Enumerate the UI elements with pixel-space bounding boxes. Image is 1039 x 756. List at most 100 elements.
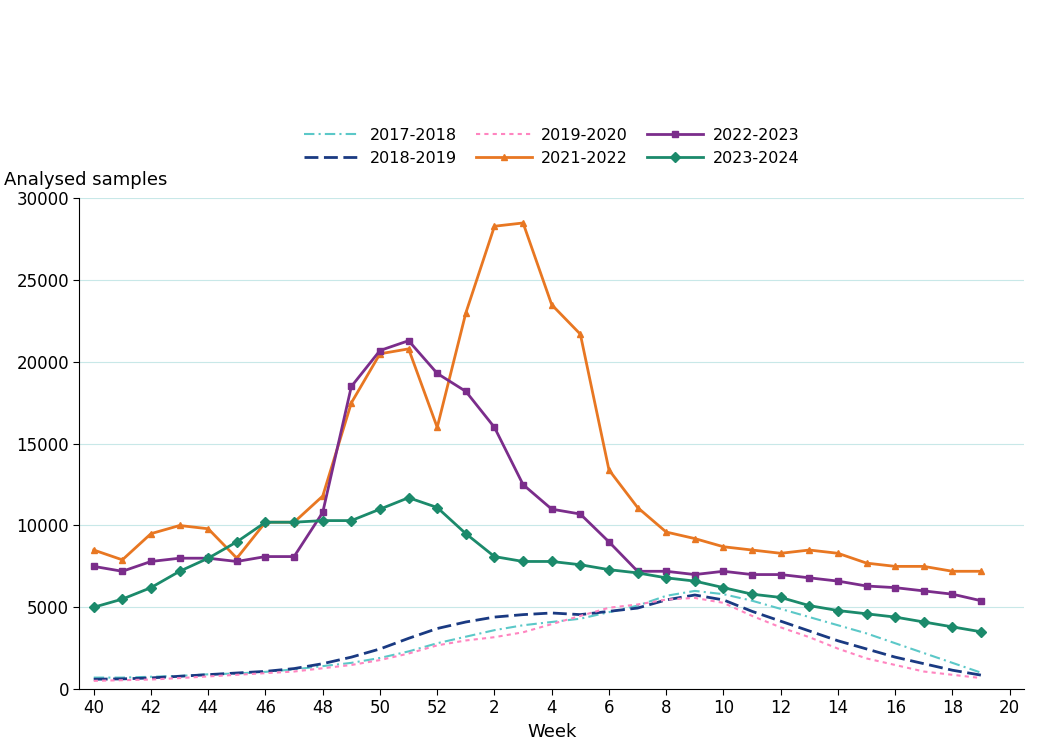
2018-2019: [975, 671, 987, 680]
2017-2018: [87, 673, 100, 682]
2021-2022: [603, 466, 615, 475]
Legend: 2017-2018, 2018-2019, 2019-2020, 2021-2022, 2022-2023, 2023-2024: 2017-2018, 2018-2019, 2019-2020, 2021-20…: [304, 128, 799, 166]
2023-2024: [575, 560, 587, 569]
2022-2023: [317, 508, 329, 517]
2019-2020: [975, 674, 987, 683]
2017-2018: [774, 604, 787, 613]
2021-2022: [947, 567, 959, 576]
2022-2023: [260, 552, 272, 561]
2022-2023: [689, 570, 701, 579]
2019-2020: [717, 598, 729, 607]
2017-2018: [260, 668, 272, 677]
2021-2022: [431, 423, 444, 432]
2023-2024: [603, 565, 615, 575]
2022-2023: [87, 562, 100, 571]
2017-2018: [317, 662, 329, 671]
2023-2024: [975, 627, 987, 637]
2018-2019: [402, 634, 415, 643]
2018-2019: [202, 670, 214, 679]
2017-2018: [860, 629, 873, 638]
2021-2022: [889, 562, 902, 571]
2023-2024: [202, 553, 214, 562]
2023-2024: [774, 593, 787, 602]
2017-2018: [889, 639, 902, 648]
2021-2022: [488, 222, 501, 231]
2023-2024: [374, 504, 387, 513]
2022-2023: [575, 510, 587, 519]
2021-2022: [87, 546, 100, 555]
2023-2024: [402, 493, 415, 502]
2023-2024: [831, 606, 844, 615]
2021-2022: [459, 308, 472, 318]
2023-2024: [144, 583, 157, 592]
2023-2024: [660, 573, 672, 582]
2021-2022: [660, 528, 672, 537]
2022-2023: [374, 346, 387, 355]
2022-2023: [231, 557, 243, 566]
2017-2018: [488, 626, 501, 635]
2023-2024: [288, 518, 300, 527]
2023-2024: [632, 569, 644, 578]
Line: 2019-2020: 2019-2020: [94, 598, 981, 681]
2019-2020: [488, 633, 501, 642]
2019-2020: [345, 661, 357, 670]
2023-2024: [947, 622, 959, 631]
2017-2018: [174, 671, 186, 680]
2023-2024: [231, 538, 243, 547]
2018-2019: [174, 672, 186, 681]
2019-2020: [431, 641, 444, 650]
2019-2020: [260, 668, 272, 677]
2021-2022: [746, 546, 758, 555]
2019-2020: [288, 667, 300, 676]
2022-2023: [603, 538, 615, 547]
2018-2019: [431, 624, 444, 633]
2022-2023: [746, 570, 758, 579]
2023-2024: [345, 516, 357, 525]
2018-2019: [345, 652, 357, 662]
2022-2023: [917, 587, 930, 596]
2018-2019: [87, 674, 100, 683]
2019-2020: [803, 633, 816, 642]
2023-2024: [746, 590, 758, 599]
2018-2019: [889, 652, 902, 662]
2019-2020: [317, 664, 329, 673]
2018-2019: [488, 612, 501, 621]
2019-2020: [774, 623, 787, 632]
2018-2019: [917, 659, 930, 668]
2019-2020: [860, 654, 873, 663]
2018-2019: [660, 596, 672, 605]
2019-2020: [575, 612, 587, 621]
2018-2019: [831, 637, 844, 646]
2017-2018: [746, 596, 758, 606]
2022-2023: [632, 567, 644, 576]
2021-2022: [860, 559, 873, 568]
2023-2024: [260, 518, 272, 527]
2019-2020: [545, 620, 558, 629]
2017-2018: [374, 653, 387, 662]
2017-2018: [516, 621, 529, 630]
2022-2023: [831, 577, 844, 586]
2019-2020: [174, 674, 186, 683]
2022-2023: [288, 552, 300, 561]
2022-2023: [545, 504, 558, 513]
2021-2022: [632, 503, 644, 512]
2017-2018: [116, 673, 129, 682]
2018-2019: [860, 644, 873, 653]
2023-2024: [689, 577, 701, 586]
Line: 2017-2018: 2017-2018: [94, 591, 981, 677]
2022-2023: [803, 573, 816, 582]
2023-2024: [860, 609, 873, 618]
2018-2019: [632, 603, 644, 612]
2023-2024: [516, 557, 529, 566]
2018-2019: [717, 596, 729, 605]
2022-2023: [860, 581, 873, 590]
Line: 2022-2023: 2022-2023: [90, 337, 985, 604]
2017-2018: [717, 590, 729, 599]
2022-2023: [402, 336, 415, 345]
2017-2018: [947, 658, 959, 668]
2022-2023: [947, 590, 959, 599]
2021-2022: [260, 518, 272, 527]
2019-2020: [831, 644, 844, 653]
2018-2019: [116, 674, 129, 683]
2019-2020: [231, 671, 243, 680]
